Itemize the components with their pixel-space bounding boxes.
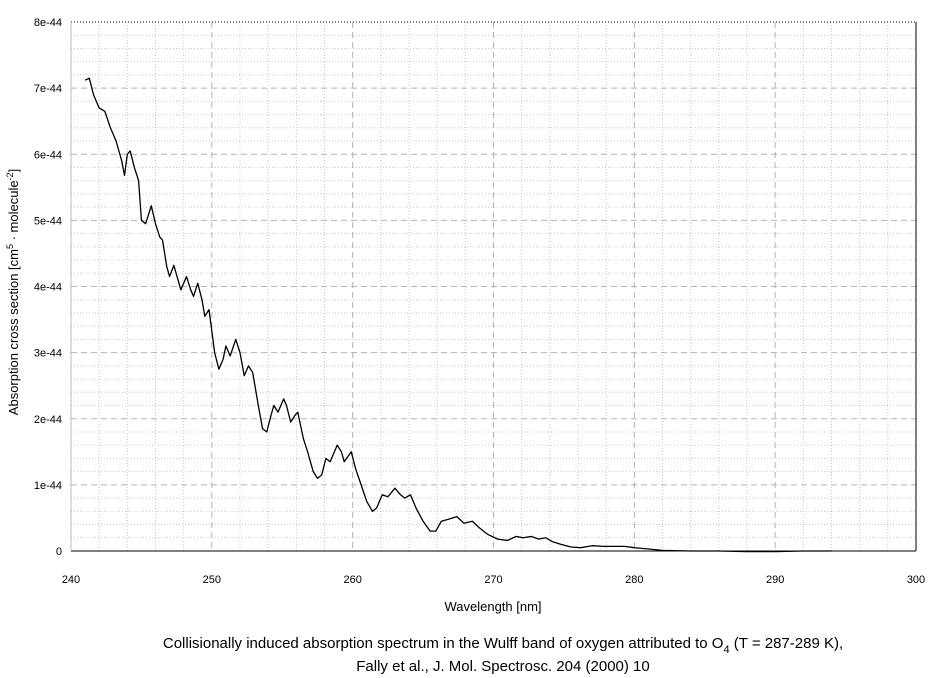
- y-tick-label: 2e-44: [34, 414, 62, 426]
- y-label-sup: -2: [5, 172, 15, 180]
- caption-part: (T = 287-289 K),: [730, 635, 844, 652]
- y-tick-label: 3e-44: [34, 348, 62, 360]
- x-tick-label: 270: [484, 574, 502, 586]
- caption-part: Collisionally induced absorption spectru…: [163, 635, 724, 652]
- y-tick-label: 6e-44: [34, 149, 62, 161]
- y-tick-label: 4e-44: [34, 282, 62, 294]
- y-tick-label: 1e-44: [34, 480, 62, 492]
- y-label-part: · molecule: [6, 180, 21, 244]
- y-label-sup: 5: [5, 244, 15, 249]
- x-tick-label: 250: [203, 574, 221, 586]
- y-tick-label: 7e-44: [34, 83, 62, 95]
- caption-sub: 4: [723, 644, 729, 656]
- y-label-part: ]: [6, 169, 21, 173]
- x-tick-label: 290: [766, 574, 784, 586]
- caption-line: Collisionally induced absorption spectru…: [163, 635, 843, 656]
- y-tick-label: 5e-44: [34, 215, 62, 227]
- x-tick-label: 280: [625, 574, 643, 586]
- x-tick-label: 300: [907, 574, 925, 586]
- y-axis-label: Absorption cross section [cm5 · molecule…: [5, 169, 21, 415]
- caption-line: Fally et al., J. Mol. Spectrosc. 204 (20…: [356, 658, 649, 675]
- spectrum-line: [84, 77, 832, 553]
- y-label-part: Absorption cross section [cm: [6, 249, 21, 415]
- y-tick-label: 0: [56, 546, 62, 558]
- x-axis-label: Wavelength [nm]: [444, 599, 541, 614]
- x-tick-label: 260: [343, 574, 361, 586]
- y-tick-label: 8e-44: [34, 17, 62, 29]
- x-tick-label: 240: [62, 574, 80, 586]
